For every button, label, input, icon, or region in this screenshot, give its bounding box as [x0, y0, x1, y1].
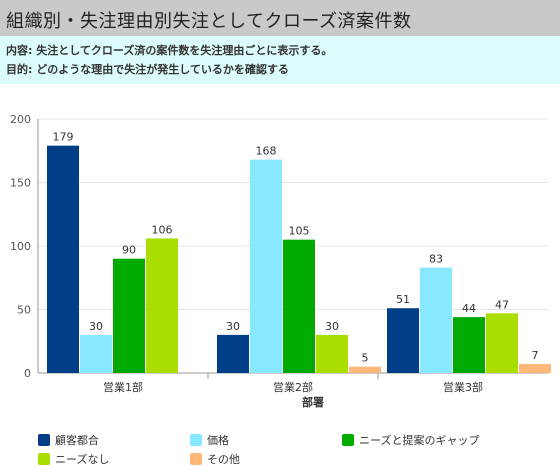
- bar-value-label: 7: [532, 349, 539, 362]
- bar-value-label: 5: [362, 352, 369, 365]
- legend-item[interactable]: 価格: [190, 432, 229, 448]
- legend-item[interactable]: その他: [190, 451, 240, 467]
- purpose-label: 目的:: [6, 63, 33, 76]
- legend-label: 価格: [207, 434, 229, 447]
- legend-item[interactable]: ニーズなし: [38, 451, 109, 467]
- legend-swatch: [38, 453, 50, 465]
- bar: [349, 366, 381, 373]
- legend-label: 顧客都合: [55, 434, 99, 447]
- legend-label: ニーズと提案のギャップ: [359, 434, 480, 447]
- y-tick-label: 150: [10, 177, 31, 190]
- bar-value-label: 106: [152, 223, 173, 236]
- bar: [387, 308, 419, 373]
- content-line: 内容: 失注としてクローズ済の案件数を失注理由ごとに表示する。: [6, 41, 560, 60]
- chart-legend: 顧客都合 価格 ニーズと提案のギャップニーズなし その他: [0, 430, 560, 466]
- x-axis-title: 部署: [302, 395, 324, 409]
- bar-value-label: 168: [256, 145, 277, 158]
- y-tick-label: 50: [17, 304, 31, 317]
- bar-chart: 0 50 100 150 200 179 30 90 106 営業1部 30 168 105 30 5 営業2…: [10, 113, 551, 409]
- bar: [420, 267, 452, 373]
- bar-value-label: 179: [53, 131, 74, 144]
- bar: [250, 159, 282, 373]
- legend-swatch: [190, 434, 202, 446]
- content-label: 内容:: [6, 44, 33, 57]
- bar-value-label: 90: [122, 244, 136, 257]
- purpose-line: 目的: どのような理由で失注が発生しているかを確認する: [6, 60, 560, 79]
- bar-value-label: 47: [495, 298, 509, 311]
- y-tick-label: 200: [10, 113, 31, 126]
- x-tick-label: 営業3部: [443, 380, 483, 394]
- bar: [453, 317, 485, 373]
- bar: [80, 334, 112, 373]
- page-title: 組織別・失注理由別失注としてクローズ済案件数: [6, 11, 412, 32]
- legend-swatch: [190, 453, 202, 465]
- legend-swatch: [342, 434, 354, 446]
- bar-value-label: 30: [325, 320, 339, 333]
- bar-value-label: 105: [289, 225, 310, 238]
- legend-item[interactable]: 顧客都合: [38, 432, 99, 448]
- title-bar: 組織別・失注理由別失注としてクローズ済案件数: [0, 0, 560, 36]
- content-text: 失注としてクローズ済の案件数を失注理由ごとに表示する。: [36, 44, 333, 57]
- purpose-text: どのような理由で失注が発生しているかを確認する: [36, 63, 289, 76]
- legend-label: その他: [207, 453, 240, 466]
- bar-value-label: 30: [226, 320, 240, 333]
- bar: [486, 313, 518, 373]
- bar: [283, 239, 315, 373]
- x-tick-label: 営業1部: [103, 380, 143, 394]
- bar-value-label: 44: [462, 302, 476, 315]
- bar-value-label: 83: [429, 253, 443, 266]
- bar: [47, 145, 79, 373]
- legend-item[interactable]: ニーズと提案のギャップ: [342, 432, 479, 448]
- bar-value-label: 30: [89, 320, 103, 333]
- bar-value-label: 51: [396, 293, 410, 306]
- bar: [113, 258, 145, 373]
- bar: [146, 238, 178, 373]
- info-box: 内容: 失注としてクローズ済の案件数を失注理由ごとに表示する。 目的: どのよう…: [0, 36, 560, 84]
- legend-label: ニーズなし: [55, 453, 110, 466]
- bar: [519, 364, 551, 373]
- bar: [316, 334, 348, 373]
- legend-swatch: [38, 434, 50, 446]
- bar: [217, 334, 249, 373]
- y-tick-label: 100: [10, 240, 31, 253]
- y-tick-label: 0: [24, 367, 31, 380]
- x-tick-label: 営業2部: [273, 380, 313, 394]
